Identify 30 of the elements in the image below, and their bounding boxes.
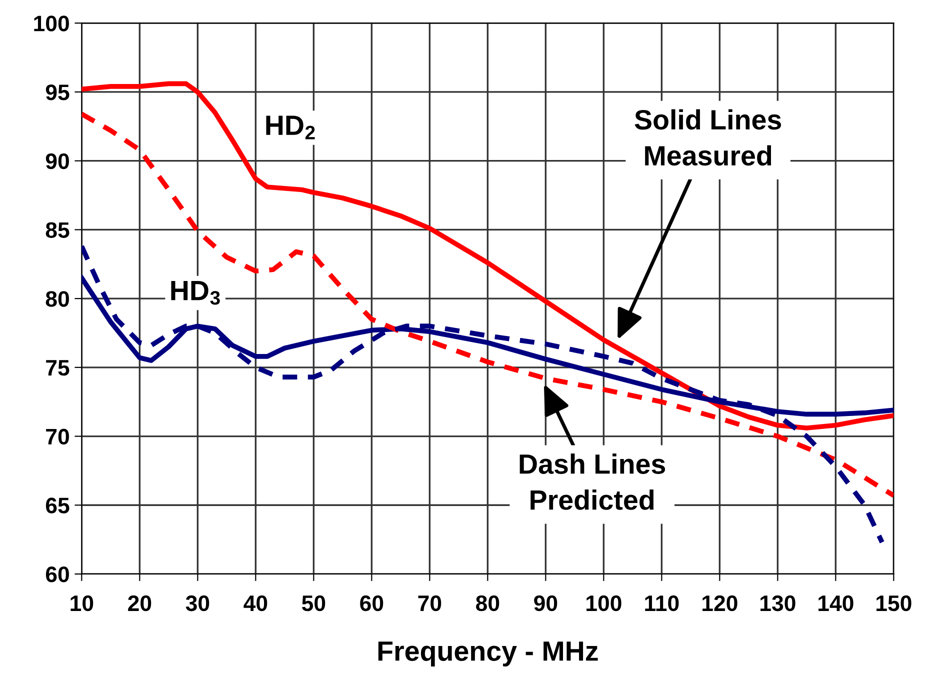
y-tick-label: 65 [46, 498, 70, 514]
y-tick-label: 70 [46, 428, 69, 445]
annotation: HD$_{2}$ [266, 116, 315, 140]
x-tick-label: 30 [186, 595, 210, 612]
y-tick-label: 95 [46, 84, 70, 100]
x-tick-label: 50 [302, 595, 326, 612]
x-tick-label: 40 [244, 595, 268, 612]
x-tick-label: 110 [645, 595, 679, 612]
x-tick-label: 70 [418, 595, 442, 612]
x-tick-label: 120 [702, 595, 738, 612]
y-tick-label: 75 [46, 360, 70, 376]
x-tick-label: 20 [128, 595, 152, 612]
y-tick-label: 90 [46, 153, 69, 170]
y-tick-label: 60 [46, 566, 69, 582]
x-tick-label: 90 [534, 595, 558, 612]
x-axis-title: Frequency - MHz [378, 642, 598, 666]
annotation: Solid Lines Measured [634, 109, 782, 166]
x-tick-label: 140 [818, 595, 854, 612]
x-tick-label: 100 [586, 595, 622, 612]
y-tick-label: 80 [46, 291, 69, 307]
x-tick-label: 130 [760, 595, 796, 612]
line-series [82, 81, 894, 430]
x-tick-label: 80 [476, 595, 500, 612]
y-tick-label: 100 [34, 16, 69, 32]
x-tick-label: 150 [876, 595, 912, 612]
x-tick-label: 60 [360, 595, 384, 612]
x-tick-label: 10 [70, 595, 94, 612]
annotation: HD$_{3}$ [171, 281, 220, 305]
annotation: Dash Lines Predicted [520, 454, 666, 510]
y-tick-label: 85 [46, 222, 70, 238]
